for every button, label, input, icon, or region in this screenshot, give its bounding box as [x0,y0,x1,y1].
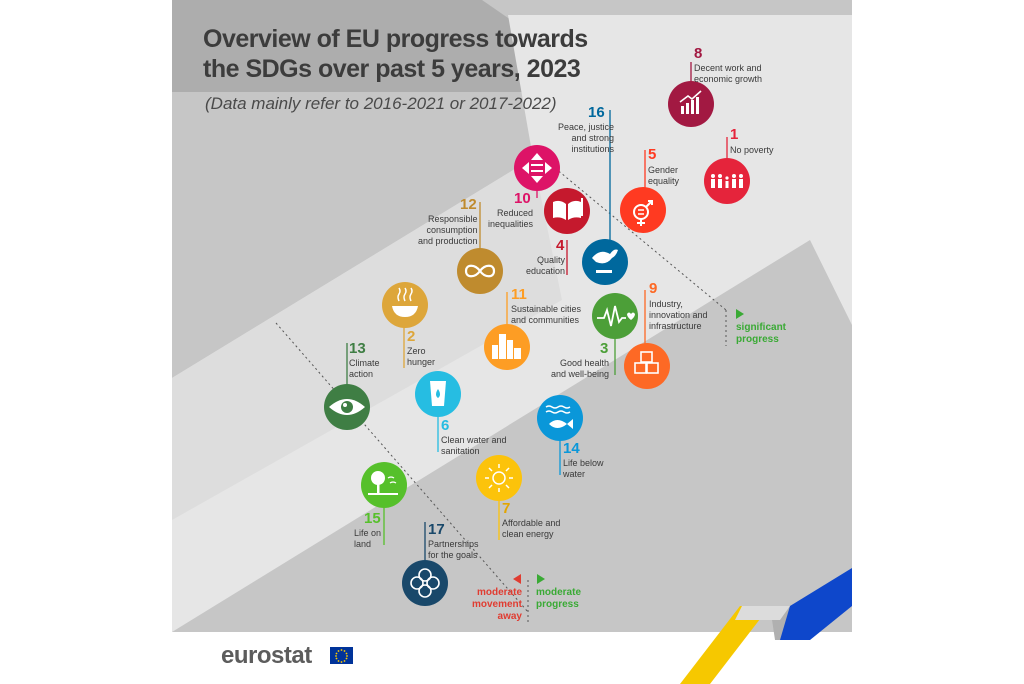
goal-7-circle [476,455,522,501]
goal-13-number: 13 [349,340,366,357]
goal-14-label: Life below water [563,458,604,479]
title-band [172,0,615,92]
goal-6-label: Clean water and sanitation [441,435,507,456]
fish-icon [545,405,573,429]
goal-15-number: 15 [364,510,381,527]
goal-17-circle [402,560,448,606]
significant-arrow-icon [736,309,744,319]
goal-5-number: 5 [648,146,657,163]
goal-13-label: Climate action [349,358,380,379]
title-line-1: Overview of EU progress towards [203,25,588,53]
city-icon [492,334,521,359]
goal-16-number: 16 [588,104,605,121]
goal-11-label: Sustainable cities and communities [511,304,582,325]
goal-5-label: Gender equality [648,165,680,186]
eurostat-logo-text: eurostat [221,642,312,669]
goal-11-number: 11 [511,286,527,303]
goal-7-label: Affordable and clean energy [502,518,561,539]
gender-equality-icon [633,200,653,226]
bowl-icon [392,287,418,317]
zone-line-significant [554,167,727,311]
goal-circles [324,81,750,606]
goal-9-number: 9 [649,280,658,297]
leader-lines [346,62,728,560]
water-glass-icon [430,381,446,406]
goal-3-label: Good health and well-being [551,358,610,379]
goal-1-number: 1 [730,126,739,143]
arrow-inner-band [172,158,562,520]
goal-15-label: Life on land [354,528,382,549]
legend-moderate-movement-away: moderate movement away [471,587,522,622]
goal-1-label: No poverty [730,145,774,155]
moderate-arrow-icon [537,574,545,584]
goal-14-number: 14 [563,440,580,457]
decorative-stripes [680,568,852,684]
goal-3-number: 3 [600,340,609,357]
goal-7-number: 7 [502,500,511,517]
goal-2-circle [382,282,428,328]
goal-3-circle [592,293,638,339]
legend-moderate-progress: moderate progress [536,587,582,610]
goal-4-label: Quality education [526,255,566,276]
people-icon [711,174,743,188]
goal-4-number: 4 [556,237,565,254]
goal-17-number: 17 [428,521,445,538]
subtitle: (Data mainly refer to 2016-2021 or 2017-… [205,94,557,113]
goal-2-number: 2 [407,328,416,345]
eye-globe-icon [329,399,365,415]
title-line-2: the SDGs over past 5 years, 2023 [203,55,581,83]
goal-15-circle [361,462,407,508]
zone-line-moderate [275,322,529,613]
dove-gavel-icon [592,249,618,273]
goal-10-number: 10 [514,190,531,207]
goal-6-number: 6 [441,417,450,434]
rings-icon [410,568,440,598]
goal-10-circle [514,145,560,191]
heart-icon [627,312,635,320]
goal-4-circle [544,188,590,234]
tree-icon [368,471,398,495]
goal-12-number: 12 [460,196,477,213]
book-icon [553,198,583,220]
goal-9-label: Industry, innovation and infrastructure [649,299,708,331]
goal-14-circle [537,395,583,441]
goal-8-number: 8 [694,45,703,62]
infinity-icon [464,264,496,278]
goal-16-label: Peace, justice and strong institutions [558,122,615,154]
goal-17-label: Partnerships for the goals [428,539,479,560]
page-title: Overview of EU progress towards the SDGs… [203,24,588,84]
goal-10-label: Reduced inequalities [488,208,534,229]
eu-flag-icon [330,647,353,664]
heartbeat-icon [597,305,626,327]
legend-significant-progress: significant progress [736,322,787,345]
goal-8-label: Decent work and economic growth [694,63,763,84]
goal-12-label: Responsible consumption and production [418,214,478,246]
chart-growth-icon [679,90,702,114]
sun-icon [485,464,513,492]
away-arrow-icon [513,574,521,584]
goal-2-label: Zero hunger [407,346,436,367]
cubes-icon [634,351,659,374]
equality-arrows-icon [522,153,552,183]
